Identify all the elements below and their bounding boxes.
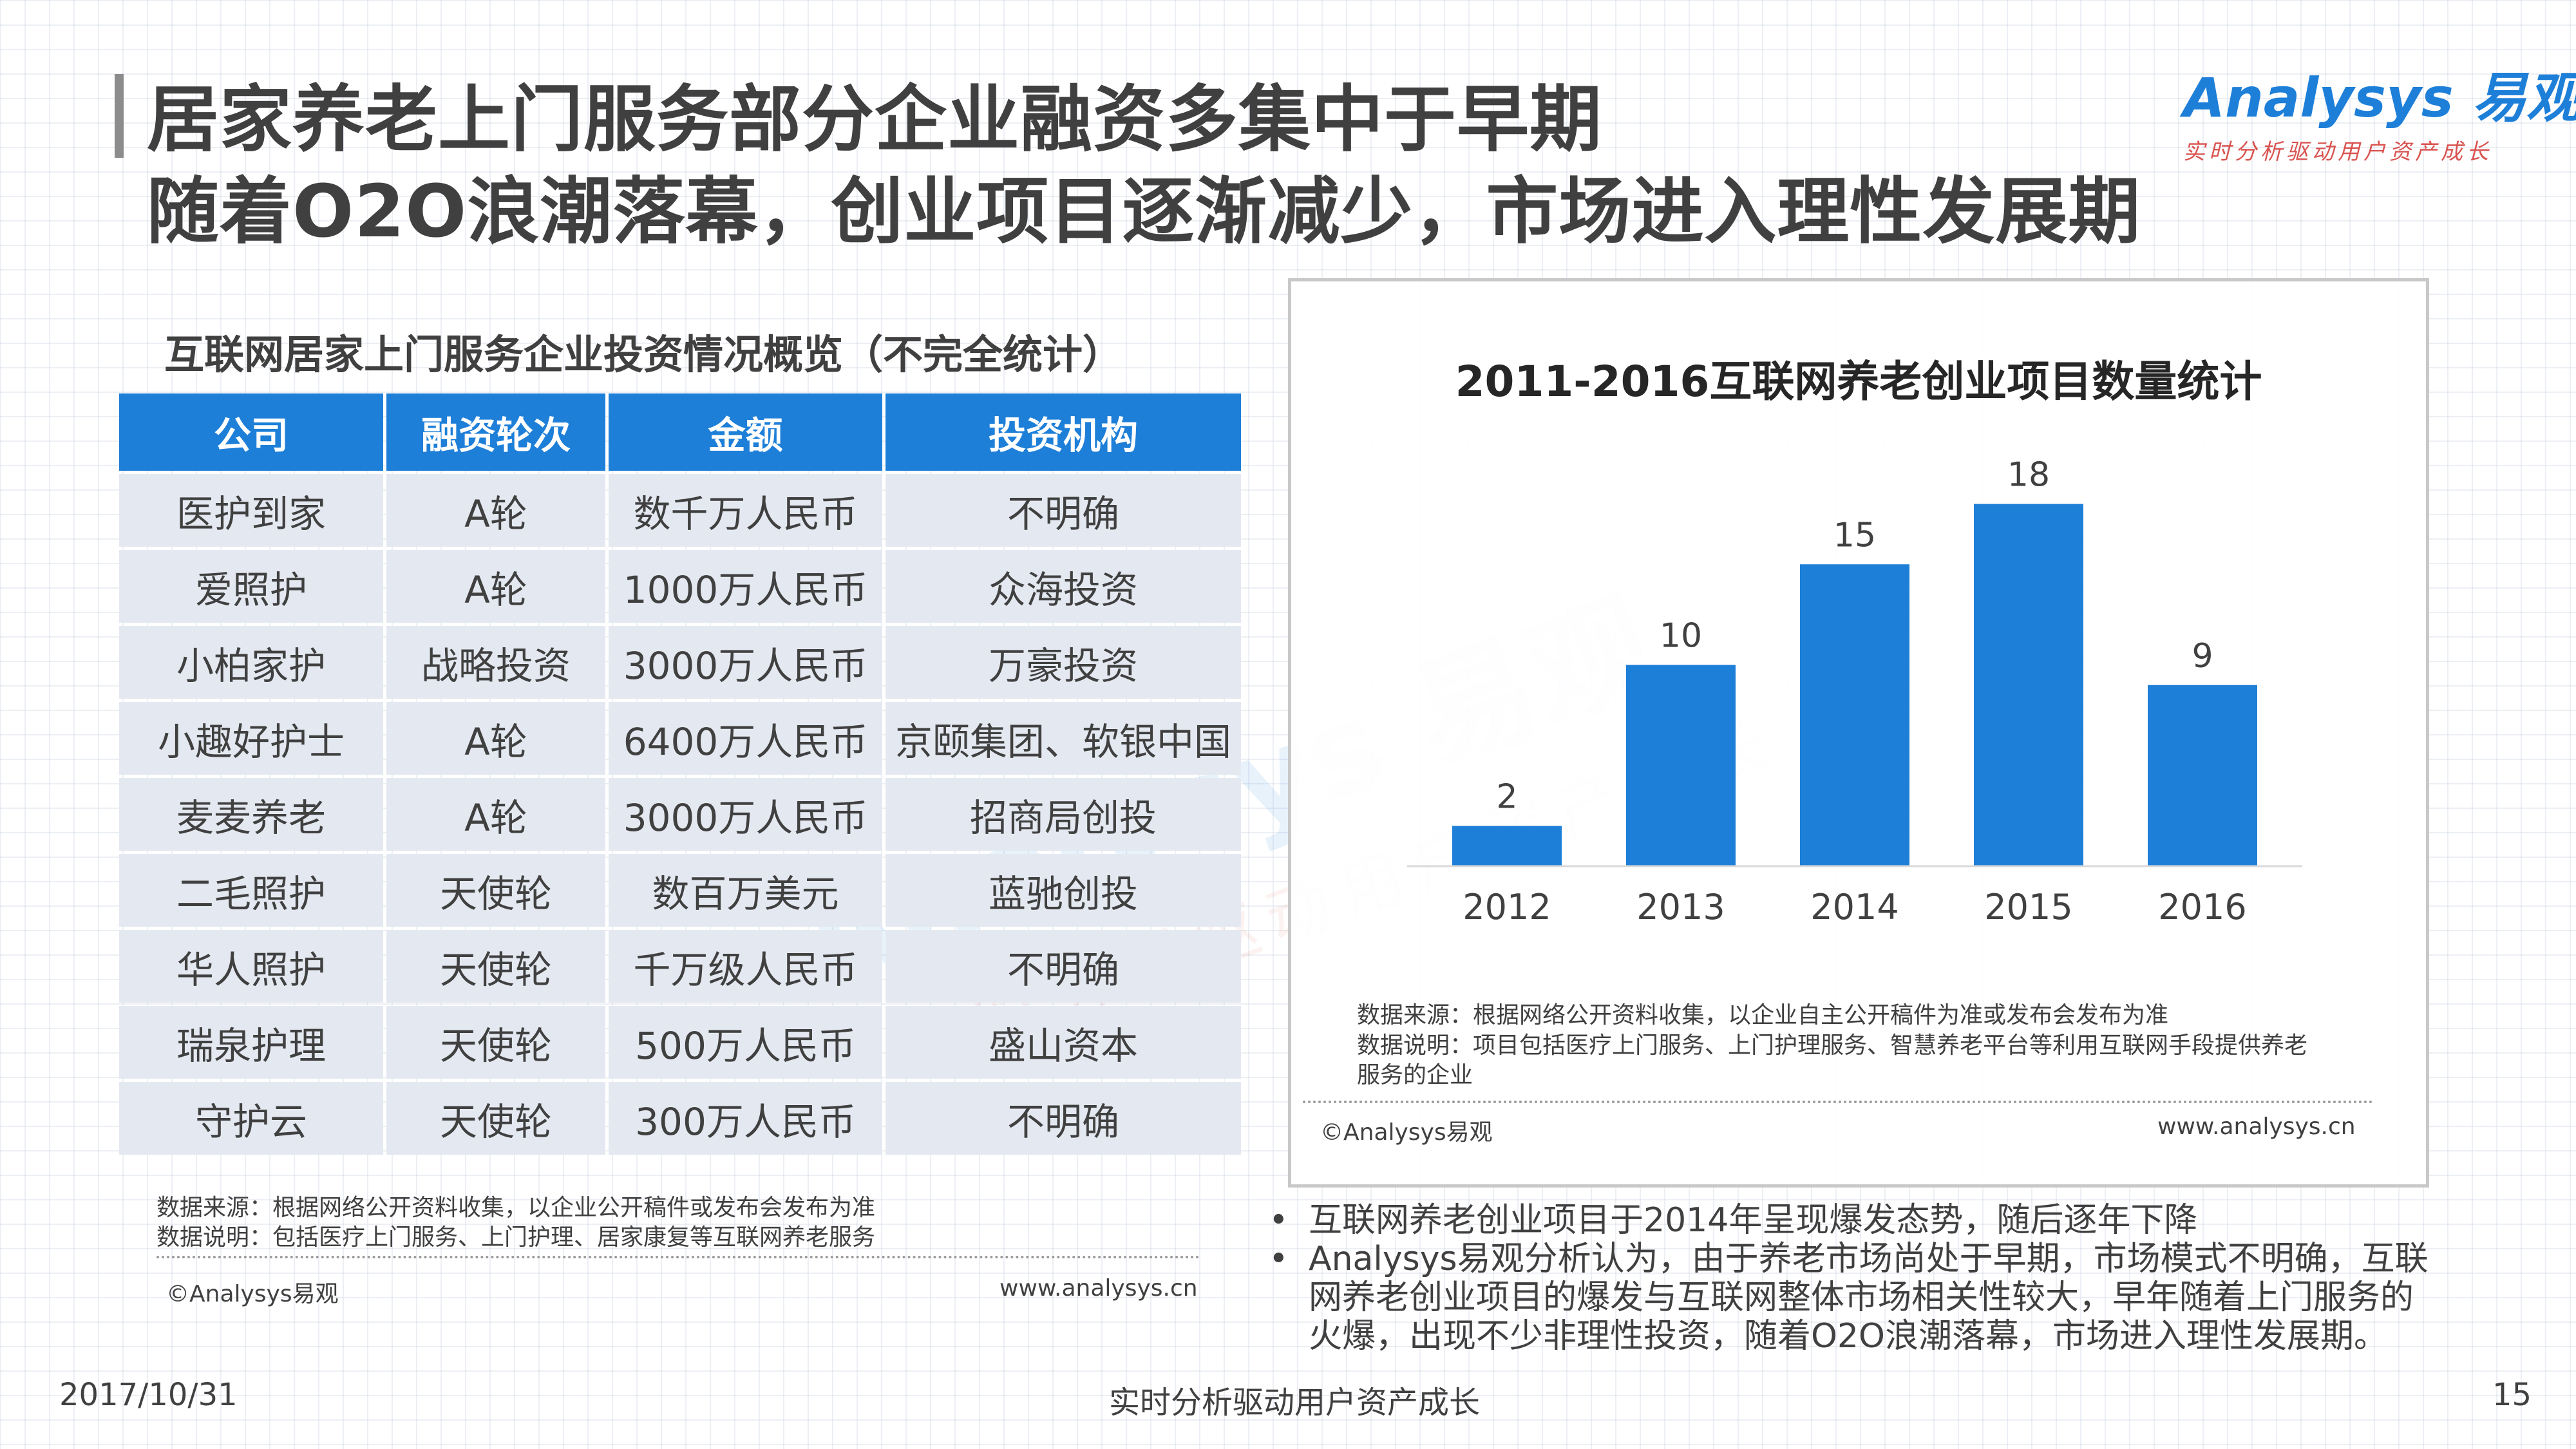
cell-company: 华人照护 bbox=[119, 930, 383, 1003]
cell-company: 医护到家 bbox=[119, 474, 383, 547]
bar-2013 bbox=[1626, 665, 1736, 866]
cell-round: 天使轮 bbox=[386, 1082, 605, 1155]
header-investor: 投资机构 bbox=[886, 393, 1241, 471]
cell-round: A轮 bbox=[386, 778, 605, 851]
x-tick-label: 2016 bbox=[2158, 887, 2246, 927]
bullet-dot: • bbox=[1269, 1240, 1289, 1278]
bullet-item: • Analysys易观分析认为，由于养老市场尚处于早期，市场模式不明确，互联网… bbox=[1269, 1240, 2441, 1356]
footer-tagline: 实时分析驱动用户资产成长 bbox=[1109, 1385, 1481, 1421]
cell-amount: 300万人民币 bbox=[609, 1082, 882, 1155]
data-label-2012: 2 bbox=[1496, 778, 1517, 817]
table-source: 数据来源：根据网络公开资料收集，以企业公开稿件或发布会发布为准 bbox=[156, 1195, 876, 1221]
page-number: 15 bbox=[2492, 1377, 2532, 1413]
cell-amount: 500万人民币 bbox=[609, 1006, 882, 1079]
analysis-bullets: • 互联网养老创业项目于2014年呈现爆发态势，随后逐年下降 • Analysy… bbox=[1269, 1201, 2441, 1356]
x-tick-label: 2013 bbox=[1636, 887, 1725, 927]
cell-amount: 6400万人民币 bbox=[609, 702, 882, 775]
chart-panel: 2011-2016互联网养老创业项目数量统计 2 2012 10 2013 15 2014… bbox=[1288, 278, 2429, 1188]
bar-2016 bbox=[2148, 685, 2257, 866]
cell-investor: 盛山资本 bbox=[886, 1006, 1241, 1079]
cell-amount: 1000万人民币 bbox=[609, 550, 882, 623]
bullet-item: • 互联网养老创业项目于2014年呈现爆发态势，随后逐年下降 bbox=[1269, 1201, 2441, 1240]
cell-investor: 招商局创投 bbox=[886, 778, 1241, 851]
cell-round: A轮 bbox=[386, 550, 605, 623]
bar-chart: 2 2012 10 2013 15 2014 18 2015 9 2016 bbox=[1407, 456, 2302, 927]
header-company: 公司 bbox=[119, 393, 383, 471]
data-label-2013: 10 bbox=[1660, 617, 1702, 656]
cell-amount: 千万级人民币 bbox=[609, 930, 882, 1003]
page-title-line2: 随着O2O浪潮落幕，创业项目逐渐减少，市场进入理性发展期 bbox=[147, 170, 2141, 254]
table-row: 二毛照护 天使轮 数百万美元 蓝驰创投 bbox=[119, 854, 1241, 927]
cell-investor: 万豪投资 bbox=[886, 626, 1241, 699]
cell-company: 小趣好护士 bbox=[119, 702, 383, 775]
cell-investor: 蓝驰创投 bbox=[886, 854, 1241, 927]
logo-brand: Analysys 易观 bbox=[2183, 66, 2576, 129]
cell-round: 战略投资 bbox=[386, 626, 605, 699]
cell-investor: 不明确 bbox=[886, 1082, 1241, 1155]
cell-company: 守护云 bbox=[119, 1082, 383, 1155]
bar-2015 bbox=[1974, 504, 2083, 866]
cell-amount: 数百万美元 bbox=[609, 854, 882, 927]
header-round: 融资轮次 bbox=[386, 393, 605, 471]
x-tick-label: 2014 bbox=[1810, 887, 1899, 927]
table-row: 瑞泉护理 天使轮 500万人民币 盛山资本 bbox=[119, 1006, 1241, 1079]
bullet-dot: • bbox=[1269, 1201, 1289, 1240]
cell-round: 天使轮 bbox=[386, 854, 605, 927]
footer-date: 2017/10/31 bbox=[59, 1377, 238, 1413]
header-amount: 金额 bbox=[609, 393, 882, 471]
table-row: 爱照护 A轮 1000万人民币 众海投资 bbox=[119, 550, 1241, 623]
cell-company: 爱照护 bbox=[119, 550, 383, 623]
data-label-2014: 15 bbox=[1833, 516, 1876, 554]
chart-title: 2011-2016互联网养老创业项目数量统计 bbox=[1455, 357, 2262, 406]
table-row: 守护云 天使轮 300万人民币 不明确 bbox=[119, 1082, 1241, 1155]
table-header-row: 公司 融资轮次 金额 投资机构 bbox=[119, 393, 1241, 471]
cell-company: 小柏家护 bbox=[119, 626, 383, 699]
table-row: 小柏家护 战略投资 3000万人民币 万豪投资 bbox=[119, 626, 1241, 699]
table-divider bbox=[156, 1256, 1200, 1258]
cell-investor: 不明确 bbox=[886, 474, 1241, 547]
x-tick-label: 2012 bbox=[1463, 887, 1551, 927]
chart-note-line2: 服务的企业 bbox=[1357, 1062, 1473, 1088]
page-title-line1: 居家养老上门服务部分企业融资多集中于早期 bbox=[147, 78, 1602, 162]
cell-round: A轮 bbox=[386, 474, 605, 547]
table-row: 小趣好护士 A轮 6400万人民币 京颐集团、软银中国 bbox=[119, 702, 1241, 775]
chart-copyright: ©Analysys易观 bbox=[1320, 1119, 1493, 1146]
table-copyright: ©Analysys易观 bbox=[166, 1281, 339, 1307]
cell-investor: 京颐集团、软银中国 bbox=[886, 702, 1241, 775]
cell-investor: 众海投资 bbox=[886, 550, 1241, 623]
cell-round: 天使轮 bbox=[386, 930, 605, 1003]
chart-source: 数据来源：根据网络公开资料收集，以企业自主公开稿件为准或发布会发布为准 bbox=[1357, 1002, 2169, 1028]
cell-amount: 3000万人民币 bbox=[609, 626, 882, 699]
table-title: 互联网居家上门服务企业投资情况概览（不完全统计） bbox=[164, 331, 1123, 378]
cell-round: 天使轮 bbox=[386, 1006, 605, 1079]
cell-amount: 3000万人民币 bbox=[609, 778, 882, 851]
table-url: www.analysys.cn bbox=[999, 1275, 1198, 1302]
chart-divider bbox=[1303, 1101, 2373, 1103]
data-label-2016: 9 bbox=[2192, 637, 2213, 676]
logo-tagline: 实时分析驱动用户资产成长 bbox=[2183, 139, 2492, 165]
table-row: 医护到家 A轮 数千万人民币 不明确 bbox=[119, 474, 1241, 547]
table-note: 数据说明：包括医疗上门服务、上门护理、居家康复等互联网养老服务 bbox=[156, 1224, 876, 1251]
chart-url: www.analysys.cn bbox=[2157, 1113, 2356, 1140]
x-tick-label: 2015 bbox=[1984, 887, 2072, 927]
investment-table: 公司 融资轮次 金额 投资机构 医护到家 A轮 数千万人民币 不明确 爱照护 A轮 1000… bbox=[116, 390, 1244, 1158]
cell-company: 二毛照护 bbox=[119, 854, 383, 927]
bar-2014 bbox=[1800, 564, 1909, 866]
cell-amount: 数千万人民币 bbox=[609, 474, 882, 547]
table-row: 华人照护 天使轮 千万级人民币 不明确 bbox=[119, 930, 1241, 1003]
cell-company: 麦麦养老 bbox=[119, 778, 383, 851]
bullet-text: Analysys易观分析认为，由于养老市场尚处于早期，市场模式不明确，互联网养老… bbox=[1309, 1240, 2429, 1356]
bullet-text: 互联网养老创业项目于2014年呈现爆发态势，随后逐年下降 bbox=[1309, 1201, 2198, 1240]
table-row: 麦麦养老 A轮 3000万人民币 招商局创投 bbox=[119, 778, 1241, 851]
cell-round: A轮 bbox=[386, 702, 605, 775]
chart-note-line1: 数据说明：项目包括医疗上门服务、上门护理服务、智慧养老平台等利用互联网手段提供养… bbox=[1357, 1032, 2308, 1059]
cell-investor: 不明确 bbox=[886, 930, 1241, 1003]
data-label-2015: 18 bbox=[2007, 456, 2050, 495]
bar-2012 bbox=[1452, 826, 1562, 866]
analysys-logo: Analysys 易观 实时分析驱动用户资产成长 bbox=[2183, 55, 2576, 165]
cell-company: 瑞泉护理 bbox=[119, 1006, 383, 1079]
title-accent-bar bbox=[115, 74, 124, 158]
